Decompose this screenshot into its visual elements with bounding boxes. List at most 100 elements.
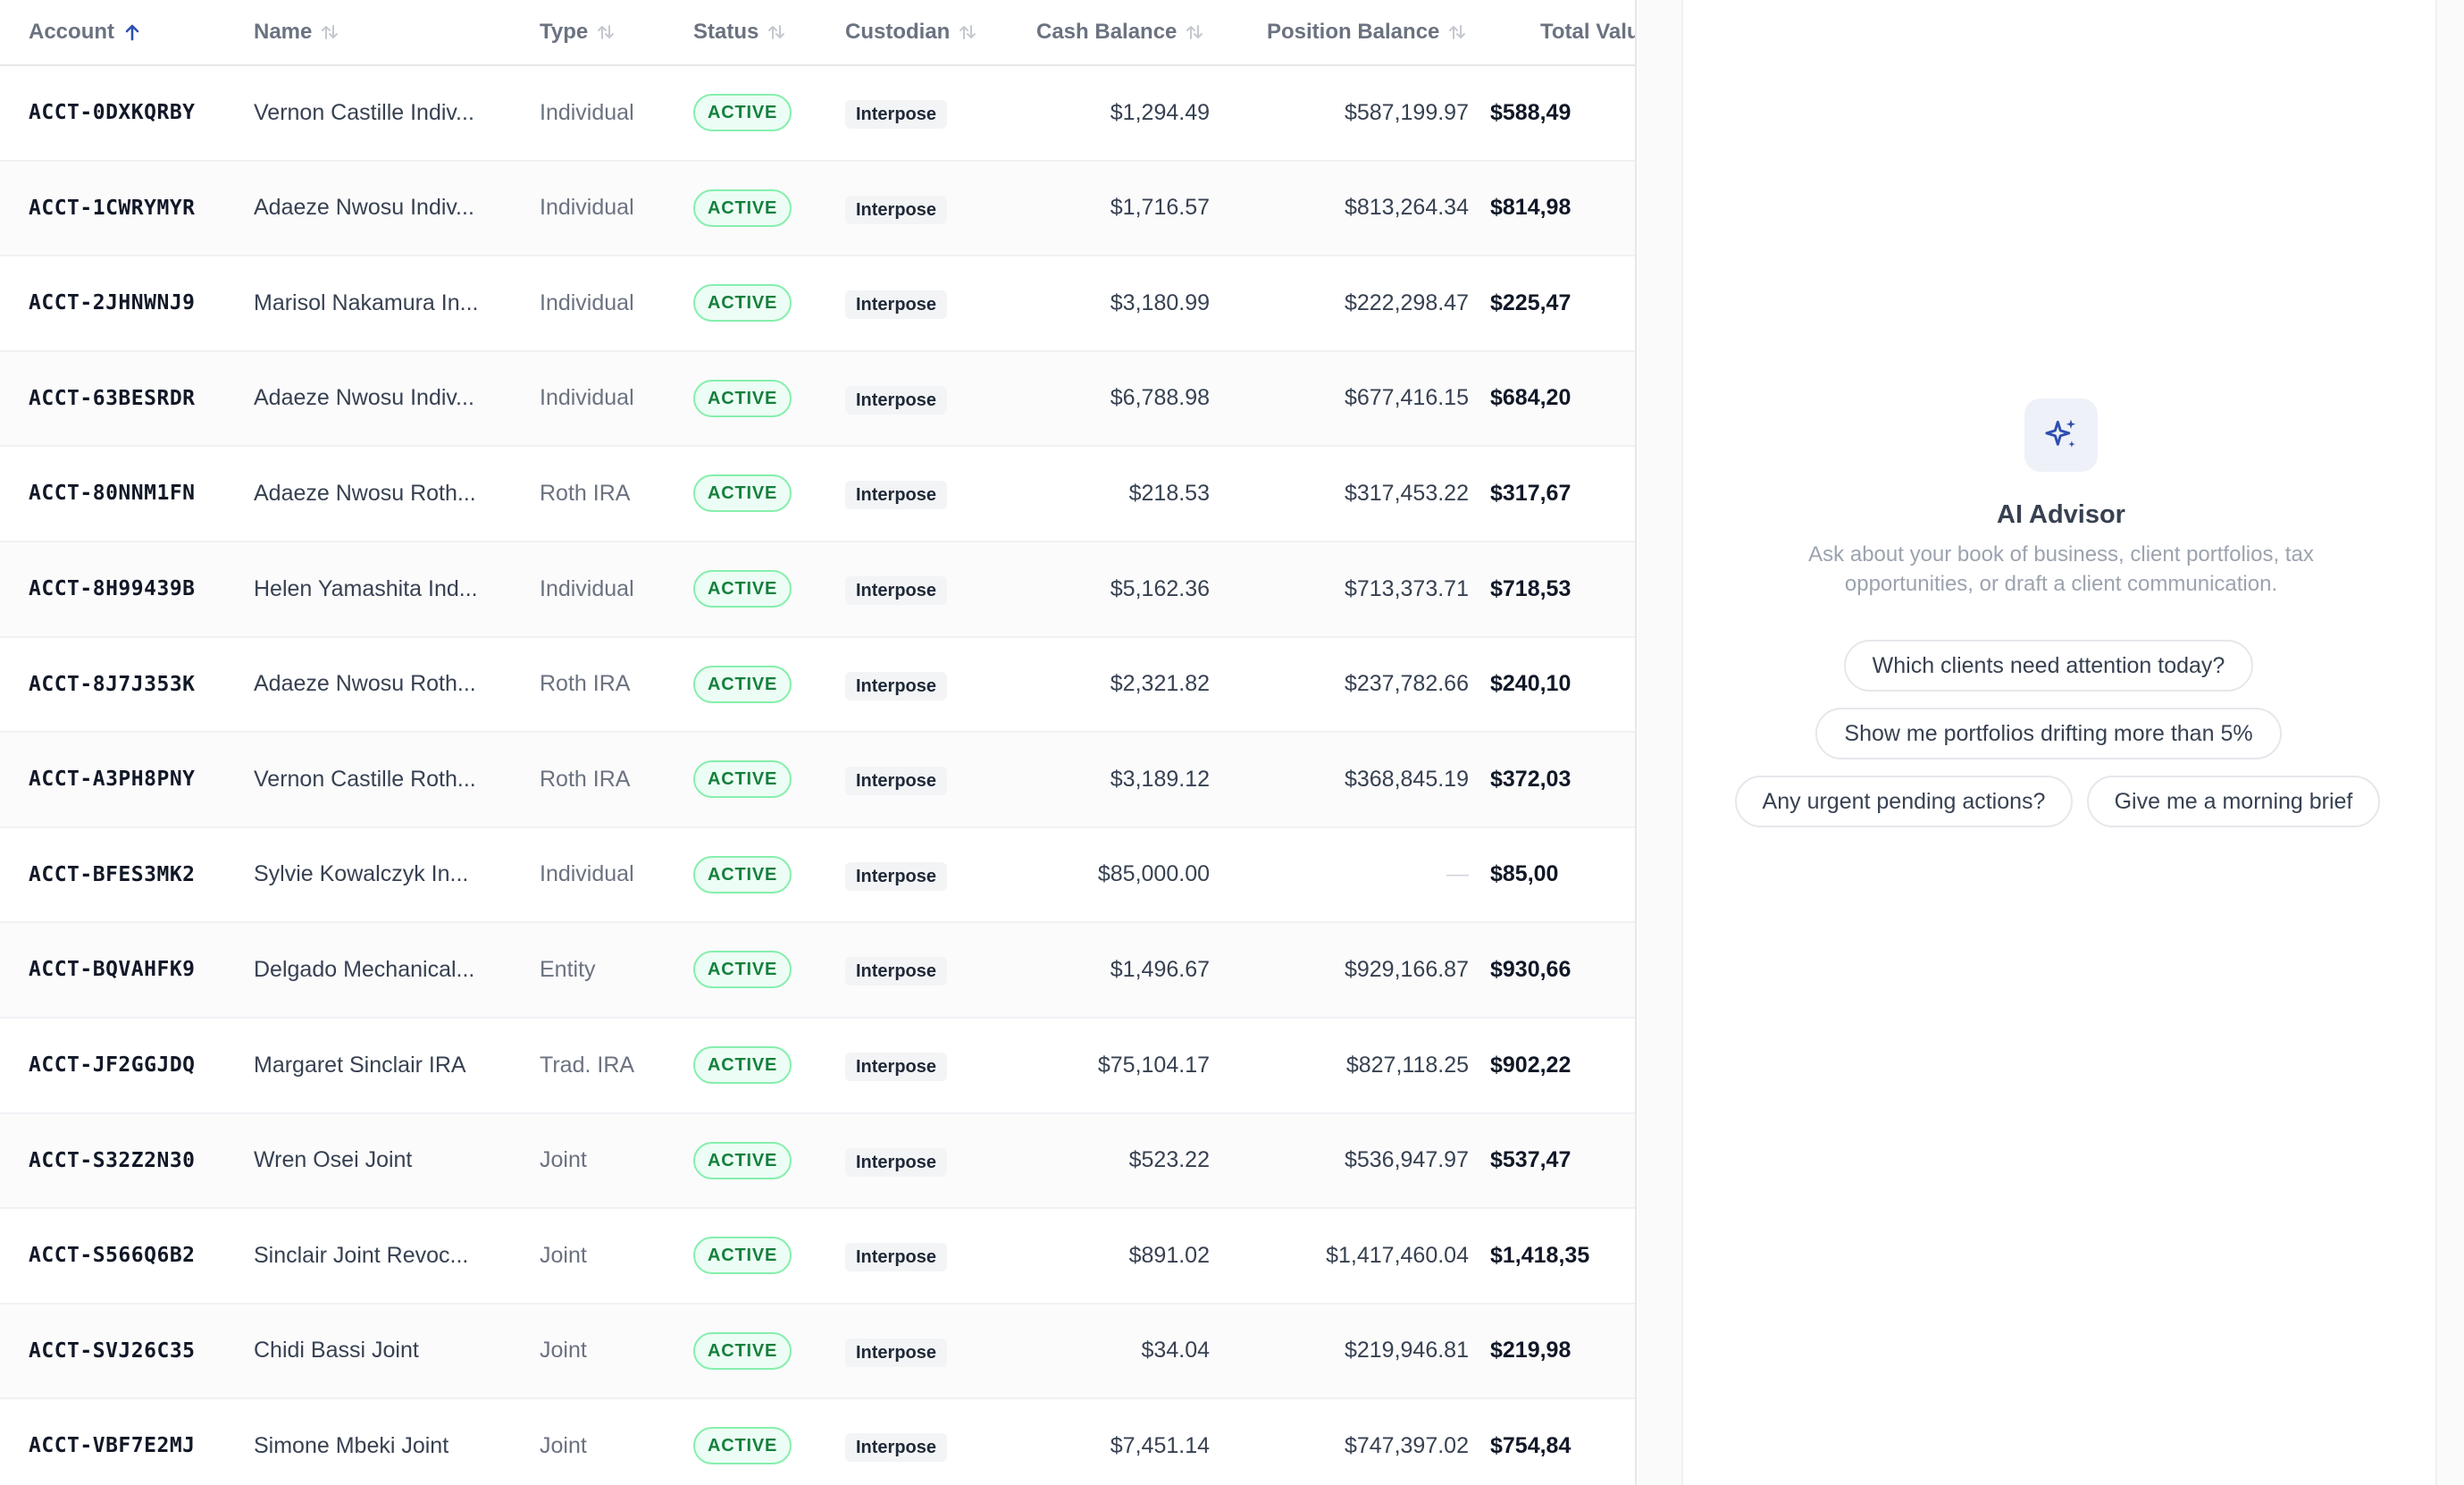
status-cell: ACTIVE: [693, 542, 827, 635]
position-balance-cell: $677,416.15: [1344, 385, 1469, 411]
table-row[interactable]: ACCT-SVJ26C35 Chidi Bassi Joint Joint ACTIV…: [0, 1304, 1635, 1400]
position-balance-cell: $713,373.71: [1344, 575, 1469, 601]
table-row[interactable]: ACCT-2JHNWNJ9 Marisol Nakamura In... Indiv…: [0, 256, 1635, 352]
suggestion-morning-brief[interactable]: Give me a morning brief: [2087, 776, 2380, 827]
account-name-cell[interactable]: Margaret Sinclair IRA: [254, 1052, 466, 1078]
account-id-cell[interactable]: ACCT-S32Z2N30: [29, 1148, 196, 1172]
status-cell: ACTIVE: [693, 1019, 827, 1112]
account-name-cell[interactable]: Simone Mbeki Joint: [254, 1432, 449, 1458]
status-badge: ACTIVE: [693, 474, 792, 513]
account-id-cell[interactable]: ACCT-2JHNWNJ9: [29, 291, 196, 315]
position-balance-cell: $827,118.25: [1345, 1052, 1469, 1078]
ai-advisor-panel: AI Advisor Ask about your book of busine…: [1681, 0, 2437, 1485]
account-name-cell[interactable]: Adaeze Nwosu Indiv...: [254, 385, 474, 411]
suggestion-portfolio-drift[interactable]: Show me portfolios drifting more than 5%: [1815, 708, 2282, 759]
account-id-cell[interactable]: ACCT-BFES3MK2: [29, 862, 196, 886]
account-name-cell[interactable]: Helen Yamashita Ind...: [254, 575, 478, 601]
panel-divider[interactable]: [1638, 0, 1681, 1485]
account-id-cell[interactable]: ACCT-0DXKQRBY: [29, 101, 196, 124]
status-cell: ACTIVE: [693, 1114, 827, 1207]
account-name-cell[interactable]: Sylvie Kowalczyk In...: [254, 861, 469, 887]
table-row[interactable]: ACCT-80NNM1FN Adaeze Nwosu Roth... Roth IR…: [0, 447, 1635, 542]
table-row[interactable]: ACCT-8H99439B Helen Yamashita Ind... Indiv…: [0, 542, 1635, 638]
cash-balance-cell: $3,189.12: [1110, 766, 1210, 792]
table-row[interactable]: ACCT-JF2GGJDQ Margaret Sinclair IRA Trad. …: [0, 1019, 1635, 1114]
account-name-cell[interactable]: Chidi Bassi Joint: [254, 1338, 419, 1363]
position-balance-cell: $368,845.19: [1344, 766, 1469, 792]
account-id-cell[interactable]: ACCT-1CWRYMYR: [29, 196, 196, 220]
custodian-badge: Interpose: [845, 767, 948, 796]
account-type-cell: Individual: [540, 575, 634, 601]
cash-balance-cell: $7,451.14: [1110, 1432, 1210, 1458]
total-value-cell: $902,22: [1490, 1052, 1571, 1078]
custodian-badge: Interpose: [845, 385, 948, 415]
sort-icon: [959, 21, 976, 44]
table-header: Account Name Type Status Custodian: [0, 0, 1637, 66]
suggestion-urgent-actions[interactable]: Any urgent pending actions?: [1735, 776, 2073, 827]
account-name-cell[interactable]: Wren Osei Joint: [254, 1147, 413, 1173]
account-id-cell[interactable]: ACCT-8H99439B: [29, 577, 196, 600]
table-row[interactable]: ACCT-BQVAHFK9 Delgado Mechanical... Entity…: [0, 923, 1635, 1019]
total-value-cell: $317,67: [1490, 480, 1571, 506]
account-id-cell[interactable]: ACCT-8J7J353K: [29, 672, 196, 696]
accounts-table: Account Name Type Status Custodian: [0, 0, 1637, 1485]
sort-icon: [767, 21, 785, 44]
status-cell: ACTIVE: [693, 256, 827, 349]
table-row[interactable]: ACCT-S32Z2N30 Wren Osei Joint Joint ACTIVE I…: [0, 1113, 1635, 1210]
account-name-cell[interactable]: Adaeze Nwosu Indiv...: [254, 195, 474, 221]
account-id-cell[interactable]: ACCT-BQVAHFK9: [29, 958, 196, 982]
table-row[interactable]: ACCT-S566Q6B2 Sinclair Joint Revoc... Join…: [0, 1209, 1635, 1305]
account-id-cell[interactable]: ACCT-A3PH8PNY: [29, 768, 196, 792]
table-row[interactable]: ACCT-1CWRYMYR Adaeze Nwosu Indiv... Indivi…: [0, 161, 1635, 257]
table-row[interactable]: ACCT-A3PH8PNY Vernon Castille Roth... Roth…: [0, 733, 1635, 828]
column-header-account[interactable]: Account: [29, 0, 141, 64]
custodian-cell: Interpose: [845, 256, 988, 349]
status-badge: ACTIVE: [693, 189, 792, 227]
status-badge: ACTIVE: [693, 951, 792, 989]
cash-balance-cell: $34.04: [1141, 1338, 1210, 1363]
sparkles-icon: [2045, 419, 2076, 448]
account-name-cell[interactable]: Vernon Castille Roth...: [254, 766, 476, 792]
position-balance-cell: $222,298.47: [1344, 289, 1469, 315]
account-id-cell[interactable]: ACCT-80NNM1FN: [29, 482, 196, 506]
custodian-cell: Interpose: [845, 828, 988, 921]
column-header-total-value[interactable]: Total Valu: [1540, 20, 1637, 44]
custodian-cell: Interpose: [845, 352, 988, 445]
account-name-cell[interactable]: Adaeze Nwosu Roth...: [254, 480, 476, 506]
column-header-name[interactable]: Name: [254, 0, 339, 64]
custodian-badge: Interpose: [845, 861, 948, 891]
sort-icon: [597, 21, 615, 44]
column-header-custodian[interactable]: Custodian: [845, 0, 976, 64]
sort-icon: [1186, 21, 1203, 44]
account-id-cell[interactable]: ACCT-JF2GGJDQ: [29, 1053, 196, 1077]
custodian-cell: Interpose: [845, 638, 988, 731]
account-name-cell[interactable]: Marisol Nakamura In...: [254, 289, 479, 315]
account-name-cell[interactable]: Sinclair Joint Revoc...: [254, 1242, 469, 1268]
total-value-cell: $372,03: [1490, 766, 1571, 792]
status-cell: ACTIVE: [693, 1209, 827, 1302]
total-value-cell: $754,84: [1490, 1432, 1571, 1458]
position-balance-cell: $536,947.97: [1344, 1147, 1469, 1173]
account-type-cell: Joint: [540, 1338, 587, 1363]
table-row[interactable]: ACCT-BFES3MK2 Sylvie Kowalczyk In... Indiv…: [0, 827, 1635, 924]
status-cell: ACTIVE: [693, 1305, 827, 1397]
account-name-cell[interactable]: Adaeze Nwosu Roth...: [254, 671, 476, 697]
custodian-badge: Interpose: [845, 957, 948, 986]
account-name-cell[interactable]: Vernon Castille Indiv...: [254, 99, 474, 125]
custodian-cell: Interpose: [845, 1305, 988, 1397]
column-header-cash-balance[interactable]: Cash Balance: [1036, 0, 1203, 64]
table-row[interactable]: ACCT-VBF7E2MJ Simone Mbeki Joint Joint ACTI…: [0, 1399, 1635, 1485]
table-row[interactable]: ACCT-0DXKQRBY Vernon Castille Indiv... Ind…: [0, 66, 1635, 162]
account-id-cell[interactable]: ACCT-SVJ26C35: [29, 1338, 196, 1363]
suggestion-attention-today[interactable]: Which clients need attention today?: [1844, 640, 2253, 692]
table-row[interactable]: ACCT-8J7J353K Adaeze Nwosu Roth... Roth IR…: [0, 637, 1635, 734]
column-header-status[interactable]: Status: [693, 0, 785, 64]
account-name-cell[interactable]: Delgado Mechanical...: [254, 956, 475, 982]
account-id-cell[interactable]: ACCT-VBF7E2MJ: [29, 1434, 196, 1458]
column-header-position-balance[interactable]: Position Balance: [1267, 0, 1466, 64]
column-header-type[interactable]: Type: [540, 0, 615, 64]
table-row[interactable]: ACCT-63BESRDR Adaeze Nwosu Indiv... Indivi…: [0, 351, 1635, 448]
account-id-cell[interactable]: ACCT-S566Q6B2: [29, 1244, 196, 1268]
cash-balance-cell: $1,716.57: [1110, 195, 1210, 221]
account-id-cell[interactable]: ACCT-63BESRDR: [29, 386, 196, 410]
